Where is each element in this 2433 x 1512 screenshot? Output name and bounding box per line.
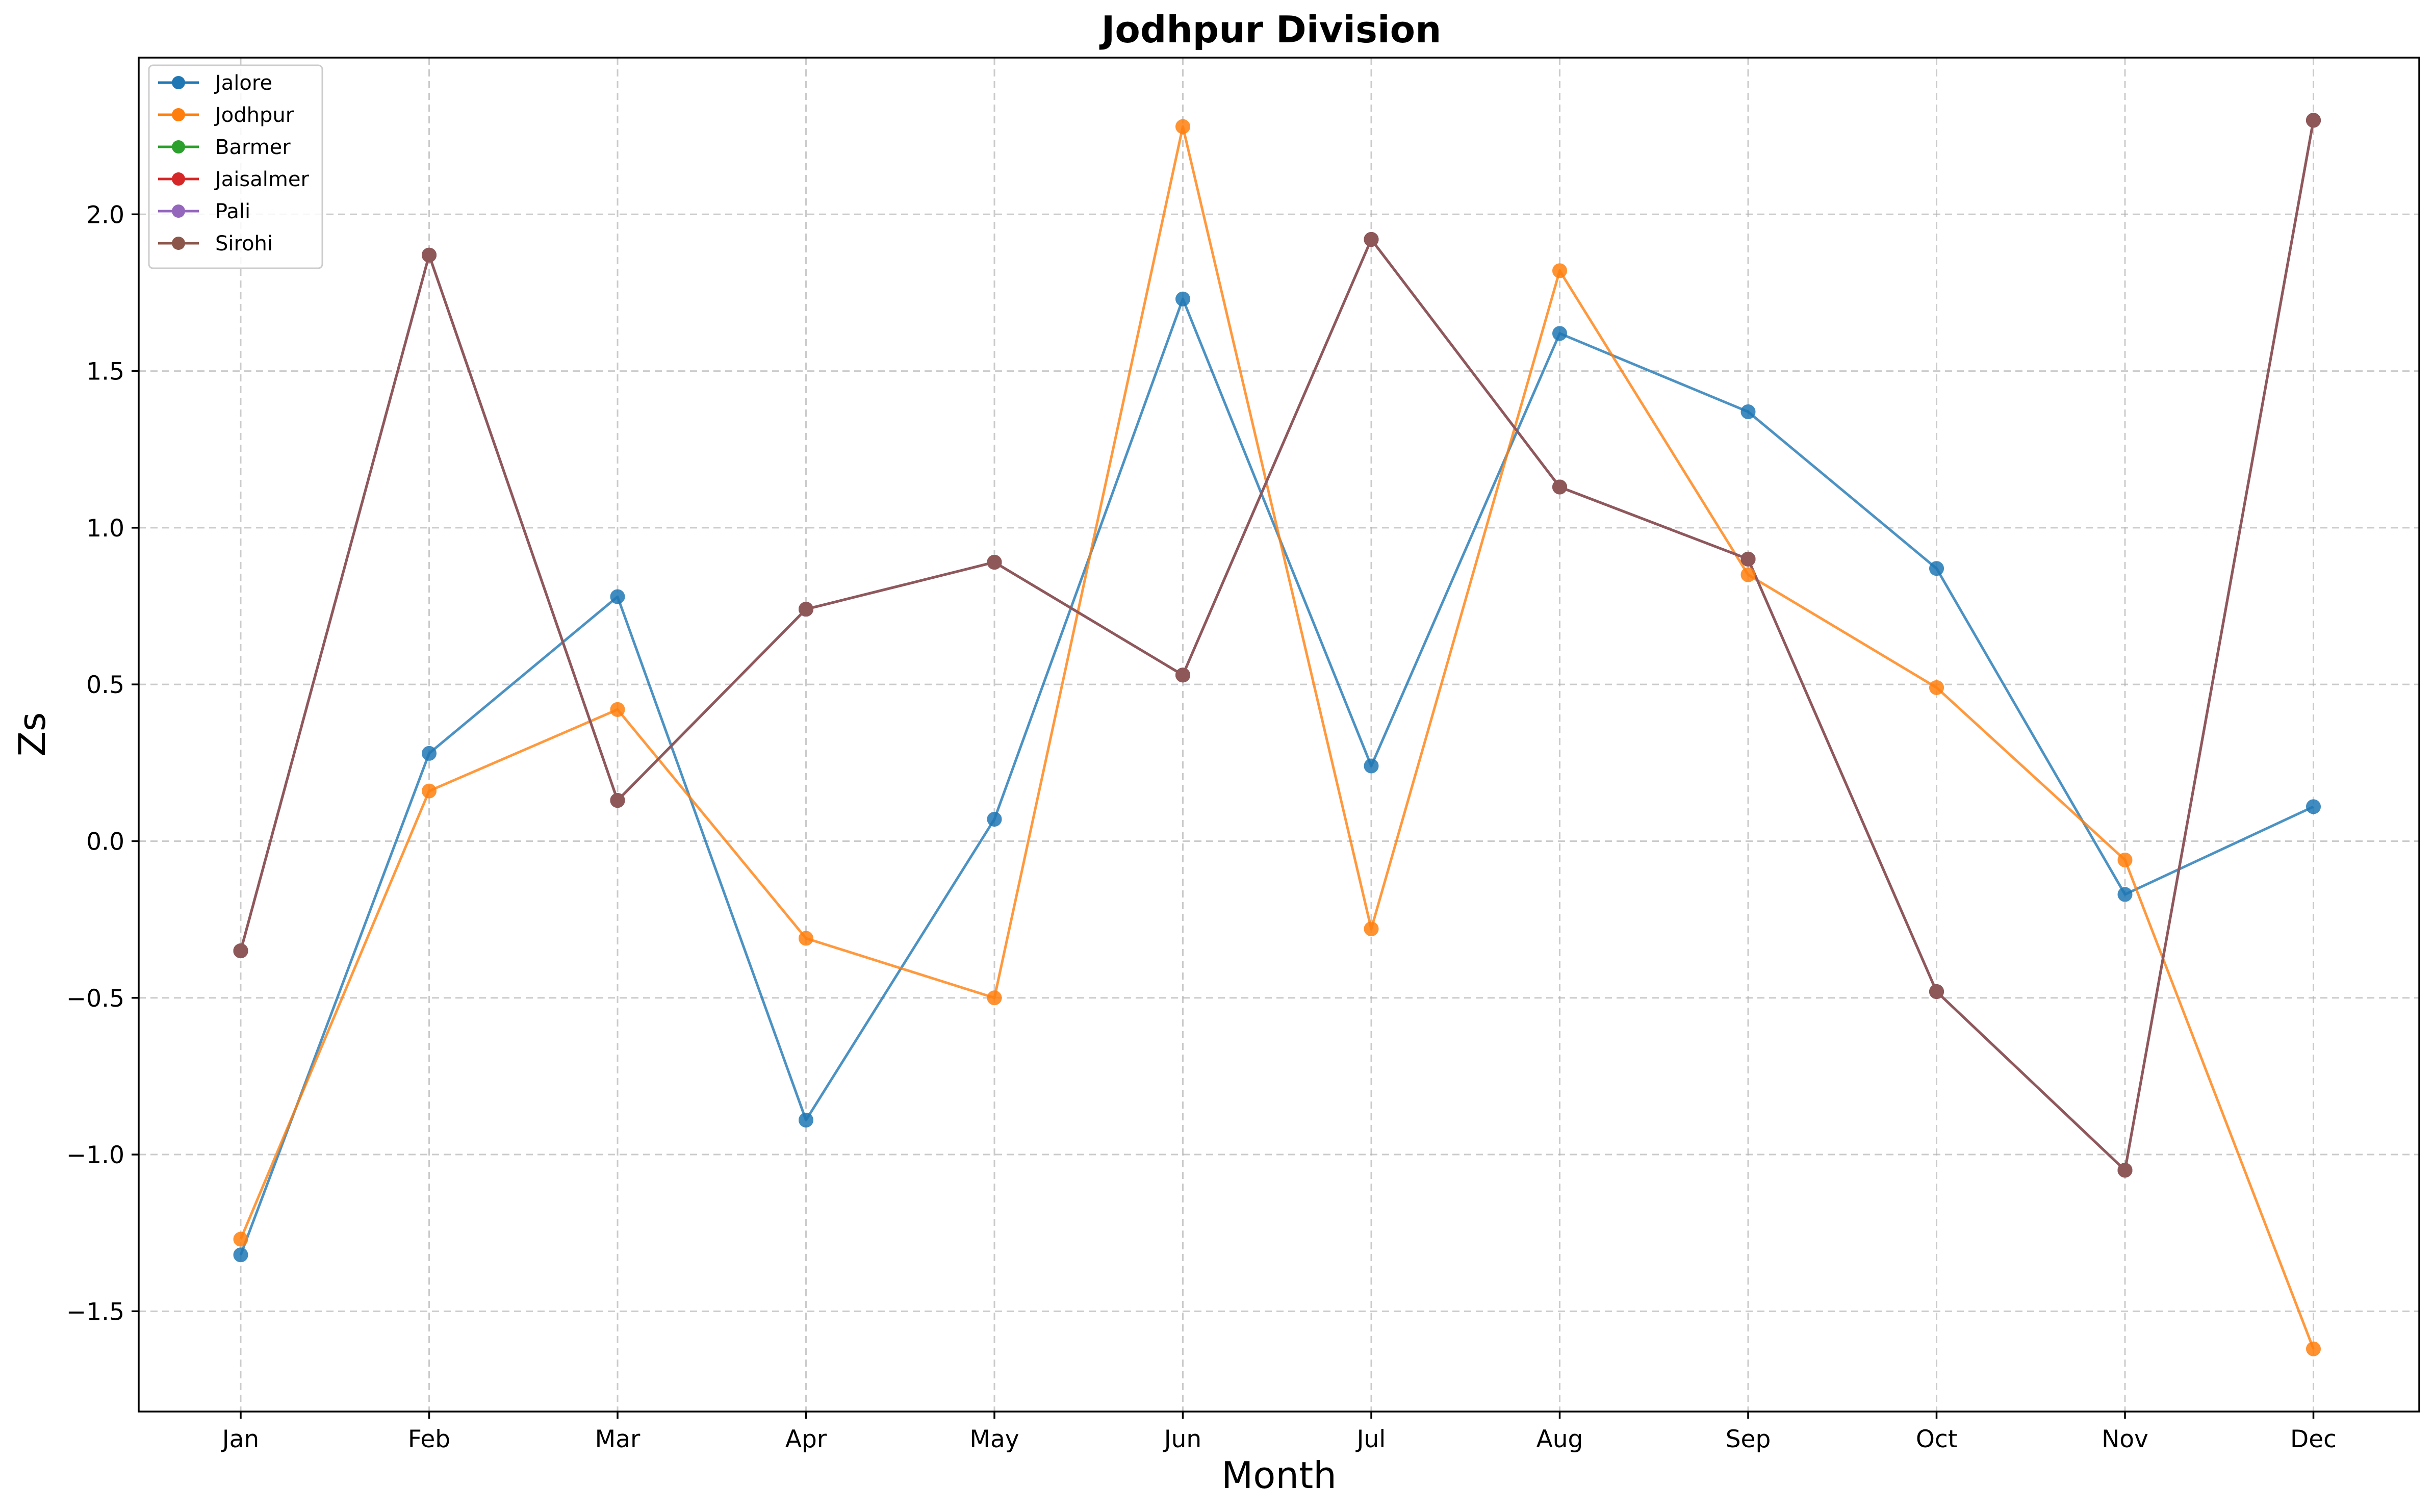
- legend-marker-pali: [172, 204, 185, 218]
- y-tick-label: 2.0: [86, 201, 124, 229]
- data-point-jalore: [799, 1112, 813, 1127]
- legend-marker-barmer: [172, 140, 185, 153]
- series-line-jodhpur: [239, 125, 2315, 1349]
- data-point-jodhpur: [422, 783, 437, 799]
- x-tick-label: Mar: [595, 1425, 641, 1453]
- legend-marker-jaisalmer: [172, 172, 185, 186]
- series-line-jaisalmer: [239, 120, 2315, 1172]
- data-point-jalore: [610, 589, 625, 604]
- data-point-sirohi: [1740, 551, 1756, 567]
- legend-marker-sirohi: [172, 237, 185, 250]
- data-point-jodhpur: [1929, 680, 1944, 695]
- series-line-jalore: [239, 297, 2314, 1255]
- data-point-jalore: [1929, 561, 1944, 576]
- x-tick-label: Jun: [1163, 1425, 1201, 1453]
- data-point-jodhpur: [1175, 119, 1190, 134]
- legend-label-pali: Pali: [215, 200, 250, 223]
- x-tick-label: Oct: [1916, 1425, 1957, 1453]
- x-tick-label: Jul: [1355, 1425, 1386, 1453]
- data-point-sirohi: [233, 943, 248, 959]
- x-tick-label: Aug: [1536, 1425, 1583, 1453]
- data-point-sirohi: [422, 247, 437, 263]
- legend-label-jalore: Jalore: [214, 71, 272, 95]
- data-point-jalore: [2306, 799, 2321, 814]
- data-point-jodhpur: [799, 931, 813, 946]
- data-point-sirohi: [1364, 232, 1379, 247]
- data-point-sirohi: [610, 793, 625, 808]
- data-point-jodhpur: [987, 990, 1002, 1006]
- legend-label-jaisalmer: Jaisalmer: [214, 168, 309, 191]
- data-point-jalore: [987, 811, 1002, 827]
- y-axis-label: Zs: [11, 712, 54, 757]
- series-line-sirohi: [239, 120, 2315, 1172]
- legend: Jalore Jodhpur Barmer Jaisalmer Pali Sirohi: [148, 64, 323, 269]
- series-points: [233, 113, 2321, 1356]
- y-tick-label: 1.0: [86, 515, 124, 543]
- data-point-jodhpur: [1740, 567, 1756, 582]
- y-tick-label: 1.5: [86, 358, 124, 386]
- x-tick-label: Nov: [2102, 1425, 2148, 1453]
- data-point-jalore: [1740, 404, 1756, 419]
- y-tick-label: −0.5: [66, 985, 124, 1013]
- data-point-sirohi: [1929, 984, 1944, 999]
- y-tick-label: −1.5: [66, 1298, 124, 1326]
- data-point-jalore: [2117, 887, 2133, 902]
- data-point-sirohi: [987, 554, 1002, 570]
- y-tick-label: −1.0: [66, 1141, 124, 1169]
- data-point-sirohi: [2306, 113, 2321, 128]
- data-point-jodhpur: [1364, 921, 1379, 937]
- data-point-sirohi: [1175, 668, 1190, 683]
- y-tick-label: 0.5: [86, 671, 124, 699]
- data-point-jodhpur: [233, 1232, 248, 1247]
- x-tick-label: Feb: [408, 1425, 450, 1453]
- data-point-jalore: [1175, 291, 1190, 306]
- legend-label-barmer: Barmer: [215, 136, 291, 159]
- plot-area-frame: [138, 57, 2420, 1413]
- x-tick-label: Sep: [1726, 1425, 1771, 1453]
- y-tick-label: 0.0: [86, 828, 124, 856]
- x-tick-label: Apr: [785, 1425, 827, 1453]
- data-point-jalore: [233, 1247, 248, 1263]
- data-point-sirohi: [799, 602, 813, 617]
- data-point-jalore: [422, 746, 437, 761]
- data-point-jodhpur: [2117, 852, 2133, 867]
- series-line-barmer: [239, 120, 2315, 1172]
- axis-ticks: Jan Feb Mar Apr May Jun Jul Aug Sep Oct Nov Dec −1.5…: [66, 201, 2337, 1453]
- legend-label-jodhpur: Jodhpur: [214, 104, 294, 127]
- chart-title: Jodhpur Division: [1099, 8, 1442, 51]
- data-point-sirohi: [2117, 1163, 2133, 1178]
- legend-marker-jodhpur: [172, 108, 185, 121]
- data-point-jalore: [1552, 326, 1567, 341]
- data-point-jodhpur: [2306, 1341, 2321, 1356]
- grid: [139, 58, 2419, 1412]
- x-tick-label: May: [969, 1425, 1019, 1453]
- x-tick-label: Jan: [221, 1425, 259, 1453]
- series-lines: [239, 120, 2315, 1349]
- x-axis-label: Month: [1221, 1454, 1337, 1497]
- data-point-jodhpur: [1552, 263, 1567, 278]
- data-point-sirohi: [1552, 479, 1567, 495]
- legend-label-sirohi: Sirohi: [215, 232, 273, 255]
- x-tick-label: Dec: [2290, 1425, 2337, 1453]
- data-point-jalore: [1364, 758, 1379, 774]
- series-line-pali: [239, 120, 2315, 1172]
- legend-marker-jalore: [172, 76, 185, 89]
- data-point-jodhpur: [610, 702, 625, 717]
